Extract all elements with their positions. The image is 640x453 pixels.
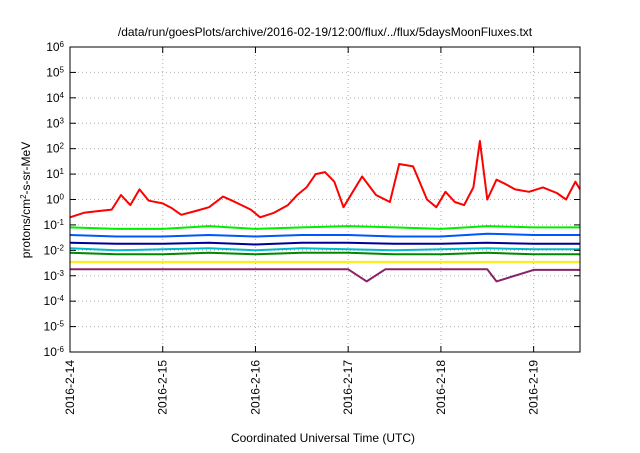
y-tick-label-exp: 0 bbox=[60, 192, 65, 201]
series-line-5 bbox=[69, 241, 580, 246]
y-tick-label-base: 10 bbox=[44, 345, 58, 359]
y-tick-label: 100 bbox=[46, 192, 64, 207]
chart-title: /data/run/goesPlots/archive/2016-02-19/1… bbox=[118, 25, 533, 39]
y-tick-label: 104 bbox=[46, 90, 64, 105]
y-tick-label-base: 10 bbox=[46, 91, 60, 105]
y-tick-label-base: 10 bbox=[46, 193, 60, 207]
y-tick-label: 10-1 bbox=[44, 217, 65, 232]
y-tick-label-exp: 6 bbox=[60, 40, 65, 49]
axes bbox=[69, 46, 581, 353]
y-tick-label: 10-3 bbox=[44, 268, 65, 283]
series-line-6 bbox=[69, 251, 580, 256]
y-tick-label-base: 10 bbox=[44, 294, 58, 308]
y-tick-label-exp: 1 bbox=[60, 167, 65, 176]
y-tick-label-base: 10 bbox=[46, 116, 60, 130]
series-line-4 bbox=[69, 247, 580, 252]
y-tick-label: 103 bbox=[46, 116, 64, 131]
x-axis-label: Coordinated Universal Time (UTC) bbox=[231, 431, 415, 445]
y-tick-label: 106 bbox=[46, 40, 64, 55]
y-tick-label: 10-2 bbox=[44, 243, 65, 257]
y-tick-label-exp: 4 bbox=[60, 90, 65, 99]
series-line-2 bbox=[69, 225, 580, 230]
y-tick-label-exp: -2 bbox=[57, 243, 65, 252]
x-tick-label: 2016-2-19 bbox=[527, 360, 541, 415]
y-tick-label-base: 10 bbox=[44, 243, 58, 257]
x-tick-label: 2016-2-14 bbox=[63, 360, 77, 415]
series-layer bbox=[69, 140, 581, 283]
x-tick-label: 2016-2-17 bbox=[341, 360, 355, 415]
y-tick-label-base: 10 bbox=[46, 65, 60, 79]
y-tick-label-exp: -1 bbox=[57, 217, 65, 226]
y-axis-label: protons/cm2-s-sr-MeV bbox=[19, 142, 34, 258]
y-tick-labels: 10-610-510-410-310-210-11001011021031041… bbox=[44, 40, 65, 360]
y-tick-label-exp: -6 bbox=[57, 345, 65, 354]
x-tick-label: 2016-2-16 bbox=[248, 360, 262, 415]
y-tick-label-base: 10 bbox=[44, 269, 58, 283]
series-line-3 bbox=[69, 232, 580, 238]
grid bbox=[70, 47, 580, 352]
x-tick-label: 2016-2-18 bbox=[434, 360, 448, 415]
y-tick-label-exp: 2 bbox=[60, 141, 65, 150]
y-tick-label-base: 10 bbox=[44, 218, 58, 232]
y-tick-label-base: 10 bbox=[46, 142, 60, 156]
y-tick-label-exp: -3 bbox=[57, 268, 65, 277]
x-tick-labels: 2016-2-14 2016-2-15 2016-2-16 2016-2-17 2016… bbox=[63, 360, 541, 415]
y-tick-label-base: 10 bbox=[46, 40, 60, 54]
y-tick-label: 10-4 bbox=[44, 294, 65, 309]
y-axis-label-sup: 2 bbox=[19, 194, 28, 199]
y-tick-label: 101 bbox=[46, 167, 64, 182]
y-tick-label-exp: 3 bbox=[60, 116, 65, 125]
x-tick-label: 2016-2-15 bbox=[156, 360, 170, 415]
plot-frame bbox=[69, 46, 581, 353]
y-axis-label-pre: protons/cm bbox=[19, 199, 33, 258]
y-tick-label-base: 10 bbox=[46, 167, 60, 181]
y-axis-label-post: -s-sr-MeV bbox=[19, 142, 33, 195]
y-tick-label: 102 bbox=[46, 141, 64, 156]
y-tick-label-exp: -4 bbox=[57, 294, 65, 303]
y-tick-label: 10-6 bbox=[44, 345, 65, 360]
y-tick-label-exp: 5 bbox=[60, 65, 65, 74]
series-line-8 bbox=[70, 268, 580, 283]
series-line-1 bbox=[69, 140, 581, 219]
y-tick-label: 10-5 bbox=[44, 319, 65, 334]
y-tick-label-base: 10 bbox=[44, 320, 58, 334]
y-tick-label: 105 bbox=[46, 65, 64, 80]
y-tick-label-exp: -5 bbox=[57, 319, 65, 328]
